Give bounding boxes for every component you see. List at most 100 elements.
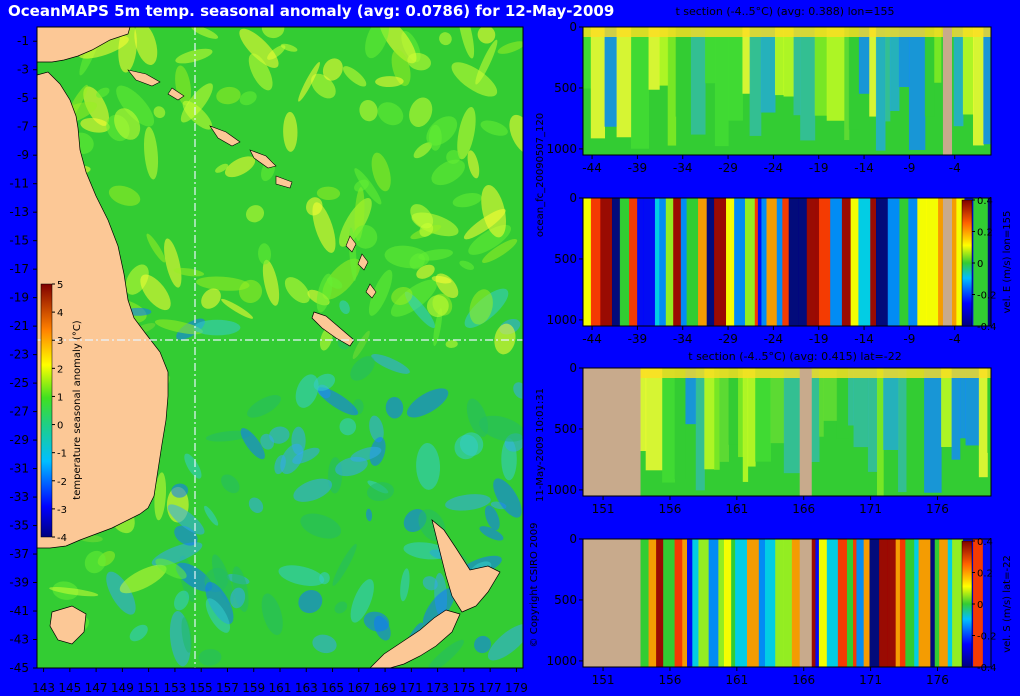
- map-anomaly-swirl: [78, 35, 129, 59]
- section-stripe: [987, 368, 991, 453]
- map-anomaly-swirl: [175, 562, 213, 592]
- section-stripe: [761, 198, 767, 326]
- section-stripe: [728, 27, 743, 121]
- map-anomaly-swirl: [497, 41, 523, 54]
- map-anomaly-swirl: [193, 319, 241, 336]
- section-stripe: [982, 539, 991, 667]
- map-anomaly-swirl: [204, 505, 219, 526]
- map-y-tick-label: -25: [9, 376, 29, 390]
- map-anomaly-swirl: [407, 52, 431, 71]
- section-stripe: [783, 27, 795, 97]
- map-anomaly-swirl: [339, 418, 357, 436]
- section-stripe: [645, 368, 663, 471]
- map-y-tick-label: -29: [9, 433, 29, 447]
- section-stripe: [811, 539, 816, 667]
- section-stripe: [887, 198, 900, 326]
- section-stripe: [846, 539, 854, 667]
- section-stripe: [908, 27, 926, 150]
- section-stripe: [814, 27, 828, 116]
- section-stripe: [643, 198, 656, 326]
- map-anomaly-swirl: [129, 624, 148, 642]
- section-stripe: [793, 27, 801, 116]
- map-anomaly-swirl: [312, 634, 337, 654]
- map-y-tick-label: -35: [9, 519, 29, 533]
- map-anomaly-swirl: [342, 66, 367, 87]
- map-anomaly-swirl: [224, 156, 256, 178]
- map-anomaly-swirl: [239, 279, 263, 304]
- map-anomaly-swirl: [198, 649, 222, 666]
- map-anomaly-swirl: [377, 102, 404, 126]
- section-stripe: [899, 198, 909, 326]
- map-anomaly-swirl: [205, 598, 231, 633]
- section-stripe: [987, 198, 991, 326]
- section-stripe: [674, 539, 683, 667]
- map-anomaly-swirl: [359, 99, 378, 122]
- section-stripe: [659, 27, 669, 86]
- map-y-tick-label: -23: [9, 348, 29, 362]
- section-stripe: [726, 198, 731, 326]
- map-y-tick-label: -5: [17, 91, 29, 105]
- map-anomaly-swirl: [413, 142, 433, 159]
- map-colorbar-ramp: [40, 283, 53, 538]
- section-stripe: [858, 27, 870, 94]
- section-stripe: [583, 27, 592, 89]
- map-anomaly-swirl: [350, 356, 375, 381]
- map-anomaly-swirl: [216, 86, 241, 105]
- section-field: [583, 539, 991, 667]
- section-stripe: [800, 27, 816, 141]
- map-x-tick-label: 163: [295, 681, 318, 695]
- map-anomaly-swirl: [384, 245, 430, 269]
- map-anomaly-swirl: [479, 415, 523, 442]
- section-stripe: [590, 198, 601, 326]
- section-stripe: [619, 198, 630, 326]
- map-y-tick-label: -1: [17, 34, 29, 48]
- section-surface-band: [583, 27, 991, 37]
- map-anomaly-swirl: [375, 76, 404, 88]
- vel-colorbar-tick-label: 0: [977, 259, 983, 270]
- map-anomaly-swirl: [269, 426, 290, 444]
- section-x-tick-label: -24: [764, 332, 784, 346]
- section-stripe: [926, 198, 939, 326]
- map-x-tick-label: 159: [242, 681, 265, 695]
- section-stripe: [883, 368, 899, 450]
- section-surface-band: [583, 368, 991, 378]
- section-stripe: [755, 368, 771, 462]
- section-stripe: [729, 198, 735, 326]
- map-anomaly-swirl: [164, 238, 182, 288]
- map-anomaly-swirl: [175, 48, 213, 64]
- map-anomaly-swirl: [106, 571, 136, 615]
- map-colorbar-tick-label: -4: [57, 533, 67, 544]
- section-stripe: [760, 27, 776, 113]
- section-stripe: [583, 198, 592, 326]
- map-anomaly-swirl: [513, 382, 523, 399]
- map-y-tick-label: -39: [9, 576, 29, 590]
- section-x-tick-label: -39: [628, 161, 648, 175]
- map-anomaly-swirl: [298, 61, 320, 102]
- section-frame: [582, 367, 992, 497]
- section-stripe: [674, 368, 686, 480]
- map-anomaly-swirl: [184, 453, 202, 479]
- lon-vel-e-section-panel: -44 -39 -34 -29 -24 -19 -14 -9 -4 0 500 1000: [546, 191, 992, 346]
- section-stripe: [665, 198, 674, 326]
- map-anomaly-swirl: [339, 300, 350, 315]
- map-anomaly-swirl: [80, 118, 110, 133]
- section-stripe: [714, 368, 720, 470]
- section-stripe: [742, 368, 749, 482]
- map-anomaly-swirl: [480, 120, 508, 136]
- map-anomaly-swirl: [201, 288, 221, 309]
- section-stripe: [686, 198, 699, 326]
- section-stripe: [798, 198, 808, 326]
- section-stripe: [637, 198, 644, 326]
- section-stripe: [908, 198, 918, 326]
- map-anomaly-swirl: [284, 277, 310, 304]
- map-anomaly-swirl: [174, 590, 190, 611]
- section-stripe: [815, 539, 820, 667]
- section-x-tick-label: 151: [592, 502, 615, 516]
- section-y-tick-label: 0: [569, 361, 577, 375]
- section-stripe: [962, 27, 974, 115]
- section-stripe: [982, 198, 989, 326]
- lat-temp-section-title: t section (-4..5°C) (avg: 0.415) lat=-22: [688, 350, 901, 363]
- section-stripe: [947, 539, 953, 667]
- map-anomaly-swirl: [419, 222, 434, 237]
- map-anomaly-swirl: [368, 269, 393, 316]
